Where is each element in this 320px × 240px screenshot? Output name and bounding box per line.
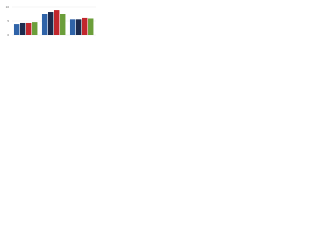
bar bbox=[19, 22, 26, 35]
bar bbox=[54, 10, 60, 35]
bar bbox=[75, 19, 82, 35]
bar bbox=[88, 18, 94, 35]
bar bbox=[47, 12, 54, 35]
bar bbox=[69, 19, 76, 35]
bar bbox=[13, 24, 20, 35]
y-tick-label: 0 bbox=[7, 33, 9, 37]
bar bbox=[32, 22, 38, 35]
bar bbox=[26, 22, 32, 35]
bar bbox=[41, 14, 48, 35]
bar bbox=[60, 14, 66, 35]
bar bbox=[82, 17, 88, 35]
y-tick-label: 10 bbox=[6, 5, 10, 9]
y-tick-label: 5 bbox=[7, 19, 9, 23]
chart: 0 5 10 bbox=[6, 5, 96, 37]
